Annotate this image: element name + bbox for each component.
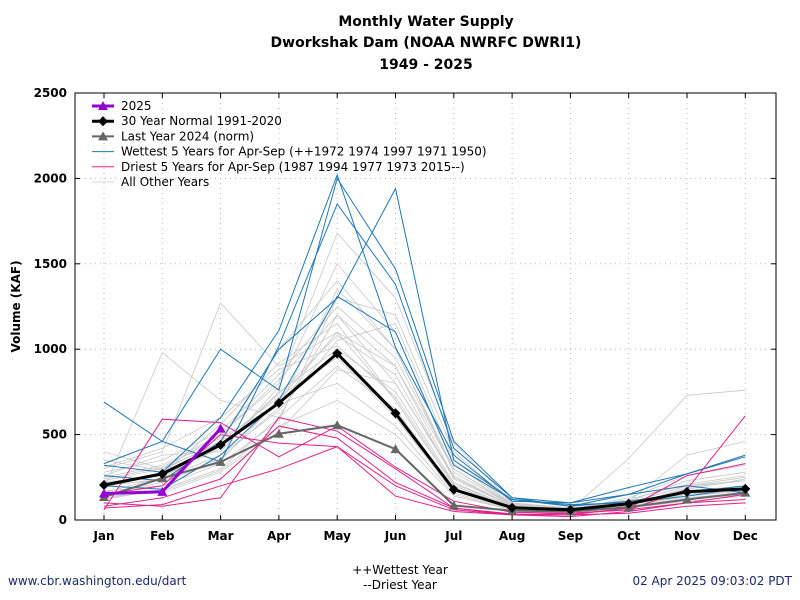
other-year-line <box>103 314 746 510</box>
x-tick-label: Oct <box>617 529 640 543</box>
lastyear-point <box>448 500 459 510</box>
other-years-lines <box>103 232 746 513</box>
y2025-point <box>99 488 109 498</box>
other-year-line <box>103 345 746 511</box>
driest-year-line <box>103 416 746 516</box>
normal-point <box>565 504 576 515</box>
normal-line <box>103 351 746 512</box>
other-year-line <box>103 382 746 513</box>
y-tick-label: 0 <box>59 513 67 527</box>
lastyear-point <box>390 444 401 454</box>
x-tick-label: Sep <box>558 529 584 543</box>
lastyear-point <box>273 428 284 438</box>
chart-title: Monthly Water Supply <box>338 14 514 30</box>
x-tick-label: Mar <box>208 529 234 543</box>
lastyear-point <box>682 494 692 504</box>
plot-frame <box>74 92 777 521</box>
source-url[interactable]: www.cbr.washington.edu/dart <box>8 574 187 588</box>
normal-point <box>623 498 634 509</box>
normal-point <box>740 483 751 494</box>
y-tick-label: 2000 <box>34 171 67 185</box>
wettest-year-line <box>103 202 746 507</box>
y-tick-label: 2500 <box>34 86 67 100</box>
y-tick-label: 1000 <box>34 342 67 356</box>
normal-point <box>390 408 401 419</box>
x-tick-label: Nov <box>674 529 700 543</box>
legend-marker-normal <box>98 116 108 127</box>
timestamp: 02 Apr 2025 09:03:02 PDT <box>632 574 792 588</box>
y-tick-label: 500 <box>42 428 67 442</box>
normal-point <box>215 439 226 450</box>
legend-marker-y2025 <box>98 101 108 110</box>
normal-point <box>99 479 109 490</box>
legend-label-y2025: 2025 <box>121 99 152 113</box>
wettest-years-lines <box>103 173 746 507</box>
wettest-year-line <box>103 177 746 504</box>
normal-point <box>157 468 168 479</box>
lastyear-point <box>215 456 226 466</box>
normal-point <box>448 484 459 495</box>
y-tick-label: 1500 <box>34 257 67 271</box>
other-year-line <box>103 302 746 511</box>
legend-label-normal: 30 Year Normal 1991-2020 <box>121 114 282 128</box>
lastyear-point <box>332 420 343 430</box>
chart-subtitle: Dworkshak Dam (NOAA NWRFC DWRI1) <box>270 35 582 51</box>
wettest-year-note: ++Wettest Year <box>352 563 448 577</box>
x-tick-label: Apr <box>267 529 291 543</box>
x-tick-label: Jan <box>92 529 114 543</box>
normal-point <box>682 486 692 497</box>
wettest-year-line <box>103 187 746 507</box>
y2025-point <box>215 423 226 433</box>
lastyear-line <box>103 424 746 513</box>
other-year-line <box>103 263 746 510</box>
main-series <box>99 348 751 516</box>
chart-year-range: 1949 - 2025 <box>379 57 473 73</box>
normal-point <box>273 398 284 409</box>
legend-label-lastyear: Last Year 2024 (norm) <box>121 129 254 143</box>
legend-marker-lastyear <box>98 131 108 141</box>
wettest-year-line <box>103 173 746 504</box>
legend-label-wettest: Wettest 5 Years for Apr-Sep (++1972 1974… <box>121 145 487 159</box>
x-tick-label: Jun <box>384 529 407 543</box>
normal-point <box>332 348 343 359</box>
driest-year-note: --Driest Year <box>363 578 437 592</box>
other-year-line <box>103 280 746 511</box>
legend-label-other: All Other Years <box>121 175 209 189</box>
axes: 0 500 1000 1500 2000 2500 Jan Feb Mar Apr May Jun Ju… <box>9 86 776 543</box>
driest-year-line <box>103 446 746 518</box>
x-tick-label: Feb <box>150 529 175 543</box>
x-tick-label: Dec <box>733 529 758 543</box>
other-year-line <box>103 323 746 509</box>
x-tick-label: Jul <box>444 529 462 543</box>
other-year-line <box>103 305 746 510</box>
y-axis-label: Volume (KAF) <box>9 260 23 352</box>
x-tick-label: Aug <box>499 529 525 543</box>
x-tick-label: May <box>323 529 351 543</box>
y2025-point <box>157 486 168 496</box>
legend-label-driest: Driest 5 Years for Apr-Sep (1987 1994 19… <box>121 160 465 174</box>
driest-year-line <box>103 434 746 516</box>
normal-point <box>507 502 518 513</box>
